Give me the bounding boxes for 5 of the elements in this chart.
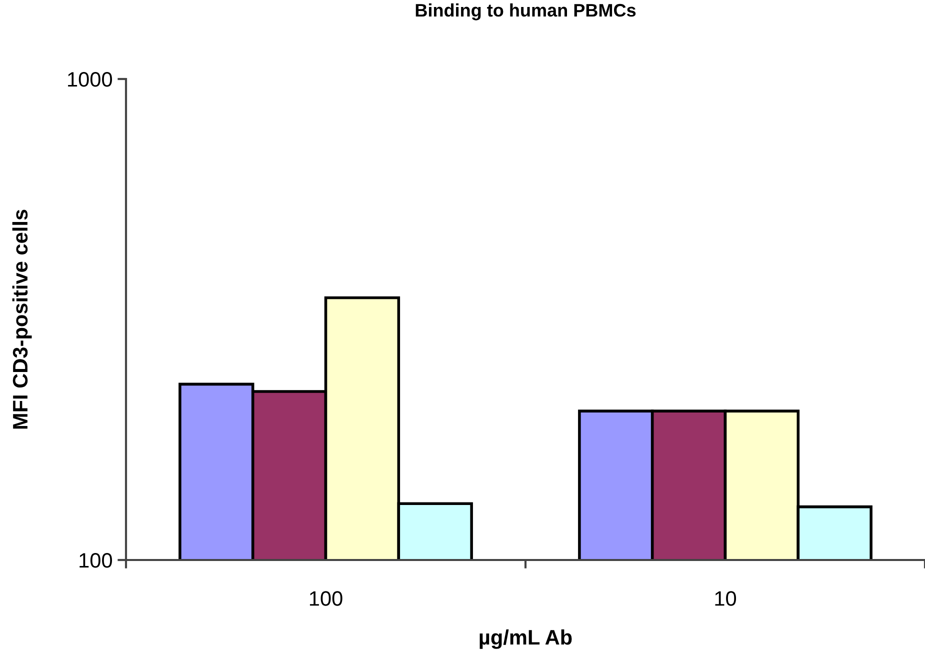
y-tick-label: 1000 xyxy=(68,72,112,87)
x-tick-label: 10 xyxy=(715,591,736,606)
chart-title: Binding to human PBMCs xyxy=(416,3,636,20)
x-axis-title: µg/mL Ab xyxy=(480,629,572,649)
y-axis-title: MFI CD3-positive cells xyxy=(12,210,32,429)
